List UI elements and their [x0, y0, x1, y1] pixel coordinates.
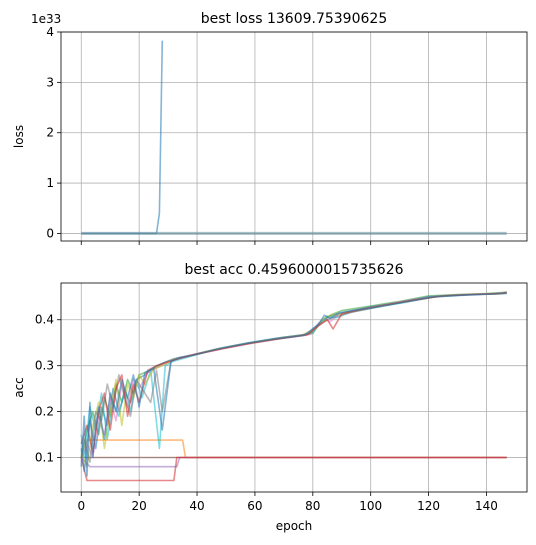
y-tick-label: 0.1 — [35, 451, 54, 465]
series-line — [80, 456, 507, 468]
x-tick-label: 80 — [305, 499, 320, 513]
loss-chart-title: best loss 13609.75390625 — [201, 11, 387, 27]
x-tick-label: 20 — [132, 499, 147, 513]
acc-subplot: 0 20 40 60 80 100 120 140 0.1 0.2 0.3 0.4 best acc … — [12, 262, 528, 533]
y-tick-label: 4 — [46, 25, 54, 39]
loss-series-group — [81, 40, 507, 235]
loss-tick-group: 0 1 2 3 4 — [46, 25, 487, 245]
y-tick-label: 0.3 — [35, 359, 54, 373]
series-line — [81, 40, 164, 235]
y-tick-label: 1 — [46, 176, 54, 190]
acc-y-axis-label: acc — [12, 377, 26, 398]
y-tick-label: 0.2 — [35, 405, 54, 419]
acc-tick-group: 0 20 40 60 80 100 120 140 0.1 0.2 0.3 0.4 — [35, 313, 498, 513]
acc-series-group — [80, 291, 507, 482]
y-tick-label: 0 — [46, 226, 54, 240]
x-tick-label: 0 — [77, 499, 85, 513]
loss-y-axis-label: loss — [12, 125, 26, 148]
acc-axes-frame — [60, 282, 528, 493]
x-tick-label: 40 — [189, 499, 204, 513]
y-tick-label: 2 — [46, 126, 54, 140]
loss-axes-frame — [60, 31, 528, 242]
loss-gridlines — [61, 31, 527, 241]
x-tick-label: 120 — [417, 499, 440, 513]
acc-x-axis-label: epoch — [276, 519, 313, 533]
series-line — [80, 456, 507, 482]
loss-y-offset-label: 1e33 — [31, 12, 61, 26]
x-tick-label: 60 — [247, 499, 262, 513]
series-line — [80, 439, 507, 459]
y-tick-label: 0.4 — [35, 313, 54, 327]
acc-chart-title: best acc 0.4596000015735626 — [184, 262, 403, 278]
series-line — [80, 292, 507, 477]
x-tick-label: 100 — [359, 499, 382, 513]
loss-subplot: 0 1 2 3 4 best loss 13609.75390625 loss 1e33 — [12, 11, 528, 245]
x-tick-label: 140 — [475, 499, 498, 513]
y-tick-label: 3 — [46, 75, 54, 89]
